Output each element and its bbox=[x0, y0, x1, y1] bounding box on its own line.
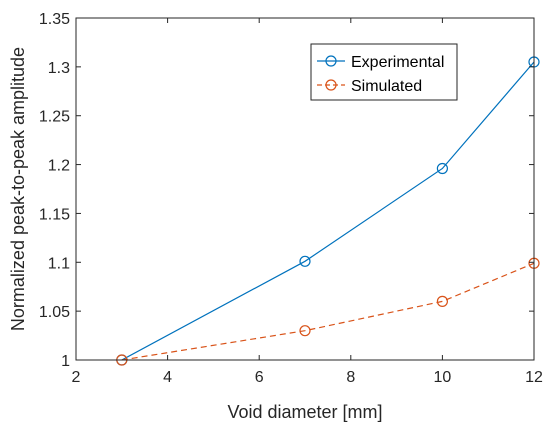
y-tick-label: 1.2 bbox=[48, 158, 70, 175]
x-tick-label: 2 bbox=[72, 369, 81, 386]
x-tick-label: 6 bbox=[255, 369, 264, 386]
data-point-simulated bbox=[436, 295, 448, 307]
data-point-experimental bbox=[299, 255, 311, 267]
legend-label: Simulated bbox=[351, 78, 422, 95]
y-tick-label: 1.05 bbox=[39, 304, 70, 321]
y-tick-label: 1.3 bbox=[48, 60, 70, 77]
plot-area bbox=[76, 18, 534, 360]
x-axis-ticks: 2 4 6 8 10 12 bbox=[72, 18, 543, 386]
x-tick-label: 12 bbox=[525, 369, 543, 386]
axes bbox=[75, 17, 535, 361]
series-line-experimental bbox=[121, 61, 535, 361]
legend-item-experimental: Experimental bbox=[317, 54, 444, 71]
y-axis-ticks: 1 1.05 1.1 1.15 1.2 1.25 1.3 1.35 bbox=[39, 11, 534, 370]
x-tick-label: 8 bbox=[346, 369, 355, 386]
x-tick-label: 4 bbox=[163, 369, 172, 386]
data-point-experimental bbox=[436, 162, 448, 175]
y-axis-label: Normalized peak-to-peak amplitude bbox=[8, 47, 28, 331]
axes-box bbox=[75, 17, 535, 361]
y-tick-label: 1.1 bbox=[48, 255, 70, 272]
series-line-simulated bbox=[121, 262, 535, 361]
data-point-simulated bbox=[299, 325, 311, 337]
y-tick-label: 1.25 bbox=[39, 109, 70, 126]
x-axis-label: Void diameter [mm] bbox=[227, 402, 382, 422]
legend: Experimental Simulated bbox=[310, 43, 458, 101]
legend-box bbox=[310, 43, 458, 101]
legend-marker bbox=[325, 79, 337, 91]
x-tick-label: 10 bbox=[434, 369, 452, 386]
legend-marker bbox=[325, 55, 337, 67]
y-tick-label: 1.15 bbox=[39, 206, 70, 223]
plot-background bbox=[76, 18, 534, 360]
legend-label: Experimental bbox=[351, 54, 444, 71]
legend-item-simulated: Simulated bbox=[317, 78, 422, 95]
y-tick-label: 1.35 bbox=[39, 11, 70, 28]
y-tick-label: 1 bbox=[61, 353, 70, 370]
